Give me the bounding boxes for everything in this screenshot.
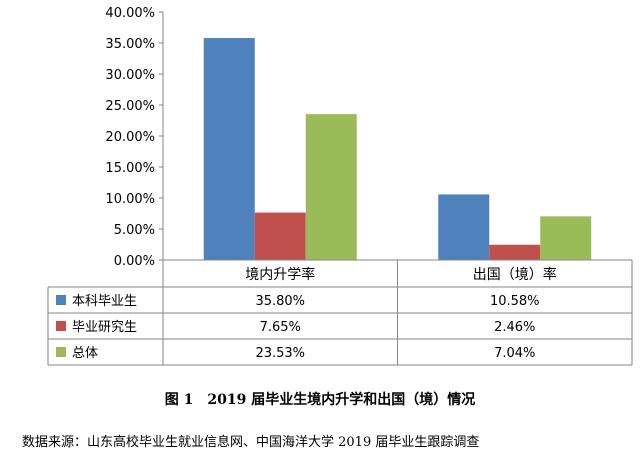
y-tick-label: 40.00% [105, 6, 155, 21]
bar [438, 194, 490, 260]
y-tick-label: 10.00% [105, 192, 155, 207]
y-tick-label: 20.00% [105, 130, 155, 145]
legend-label: 总体 [72, 346, 98, 361]
y-tick-label: 0.00% [114, 254, 155, 269]
data-label: 2.46% [494, 320, 535, 335]
x-category-label: 境内升学率 [245, 266, 315, 283]
legend-swatch [56, 347, 66, 357]
bars [203, 38, 592, 260]
data-label: 7.65% [260, 320, 301, 335]
bar [540, 216, 592, 260]
data-label: 23.53% [255, 346, 305, 361]
figure-caption: 图 1 2019 届毕业生境内升学和出国（境）情况 [164, 392, 476, 408]
chart: 0.00% 5.00% 10.00% 15.00% 20.00% 25.00% 30.00%… [47, 6, 633, 366]
legend-label: 本科毕业生 [72, 294, 137, 309]
y-tick-label: 15.00% [105, 161, 155, 176]
y-tick-label: 25.00% [105, 99, 155, 114]
y-tick-label: 35.00% [105, 37, 155, 52]
y-axis: 0.00% 5.00% 10.00% 15.00% 20.00% 25.00% 30.00%… [105, 6, 164, 269]
bar [489, 244, 541, 260]
legend-swatch [56, 321, 66, 331]
data-label: 7.04% [494, 346, 535, 361]
bar [254, 212, 306, 260]
legend-label: 毕业研究生 [72, 320, 137, 335]
y-tick-label: 5.00% [114, 223, 155, 238]
data-label: 10.58% [490, 294, 540, 309]
data-label: 35.80% [255, 294, 305, 309]
x-category-label: 出国（境）率 [473, 266, 557, 283]
source-note: 数据来源：山东高校毕业生就业信息网、中国海洋大学 2019 届毕业生跟踪调查 [22, 435, 480, 450]
y-tick-label: 30.00% [105, 68, 155, 83]
legend-swatch [56, 295, 66, 305]
bar [203, 38, 255, 260]
bar [305, 114, 357, 260]
